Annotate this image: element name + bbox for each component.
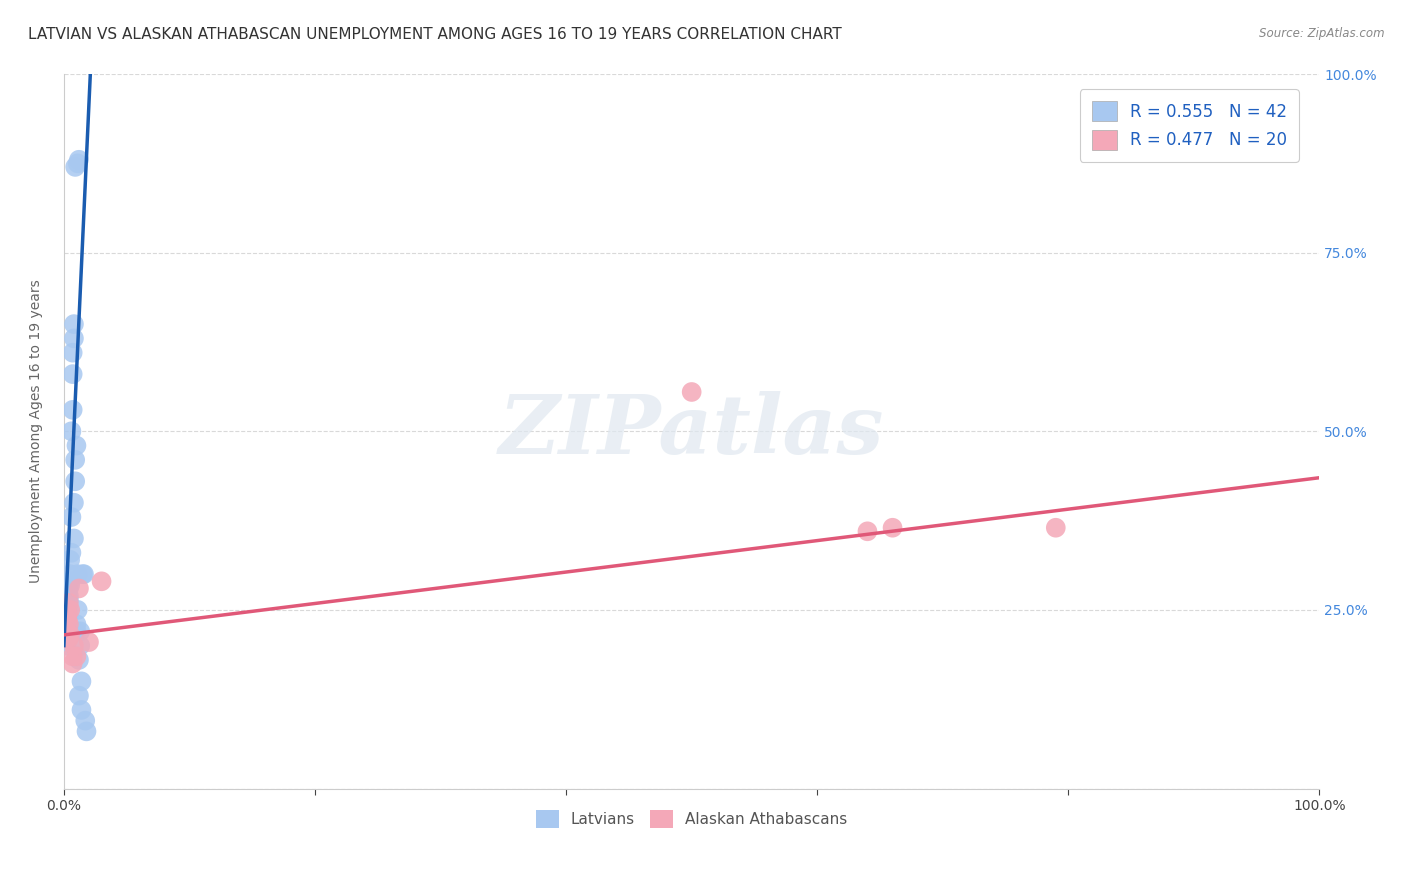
Point: [63, 160, 86, 174]
Point: [856, 524, 879, 539]
Point: [58, 592, 80, 607]
Point: [1045, 521, 1067, 535]
Point: [72, 567, 94, 582]
Point: [56, 596, 79, 610]
Point: [65, 439, 87, 453]
Point: [63, 639, 86, 653]
Point: [66, 567, 89, 582]
Point: [56, 599, 79, 614]
Point: [90, 574, 112, 589]
Point: [58, 632, 80, 646]
Point: [882, 521, 904, 535]
Point: [65, 649, 87, 664]
Point: [69, 639, 91, 653]
Point: [70, 674, 93, 689]
Point: [66, 156, 89, 170]
Point: [55, 624, 77, 639]
Point: [59, 553, 82, 567]
Point: [59, 567, 82, 582]
Point: [62, 402, 84, 417]
Point: [56, 607, 79, 621]
Point: [58, 589, 80, 603]
Point: [63, 317, 86, 331]
Point: [62, 657, 84, 671]
Text: Source: ZipAtlas.com: Source: ZipAtlas.com: [1260, 27, 1385, 40]
Text: LATVIAN VS ALASKAN ATHABASCAN UNEMPLOYMENT AMONG AGES 16 TO 19 YEARS CORRELATION: LATVIAN VS ALASKAN ATHABASCAN UNEMPLOYME…: [28, 27, 842, 42]
Point: [60, 546, 83, 560]
Point: [60, 510, 83, 524]
Point: [56, 607, 79, 621]
Point: [76, 724, 98, 739]
Point: [63, 453, 86, 467]
Point: [63, 331, 86, 345]
Point: [58, 617, 80, 632]
Point: [55, 632, 77, 646]
Point: [55, 624, 77, 639]
Point: [77, 635, 100, 649]
Point: [63, 496, 86, 510]
Point: [69, 624, 91, 639]
Point: [67, 153, 90, 167]
Point: [73, 567, 96, 582]
Point: [59, 574, 82, 589]
Point: [62, 367, 84, 381]
Text: ZIPatlas: ZIPatlas: [499, 392, 884, 471]
Point: [58, 596, 80, 610]
Point: [67, 689, 90, 703]
Point: [63, 475, 86, 489]
Point: [55, 610, 77, 624]
Point: [62, 649, 84, 664]
Point: [70, 703, 93, 717]
Point: [67, 582, 90, 596]
Point: [56, 614, 79, 628]
Point: [55, 632, 77, 646]
Point: [56, 603, 79, 617]
Point: [66, 603, 89, 617]
Legend: Latvians, Alaskan Athabascans: Latvians, Alaskan Athabascans: [530, 804, 853, 835]
Point: [55, 639, 77, 653]
Point: [681, 384, 703, 399]
Point: [59, 603, 82, 617]
Point: [58, 582, 80, 596]
Point: [60, 424, 83, 438]
Point: [75, 714, 97, 728]
Point: [67, 653, 90, 667]
Point: [62, 345, 84, 359]
Point: [63, 532, 86, 546]
Point: [65, 624, 87, 639]
Y-axis label: Unemployment Among Ages 16 to 19 years: Unemployment Among Ages 16 to 19 years: [30, 279, 44, 583]
Point: [59, 628, 82, 642]
Point: [59, 578, 82, 592]
Point: [65, 617, 87, 632]
